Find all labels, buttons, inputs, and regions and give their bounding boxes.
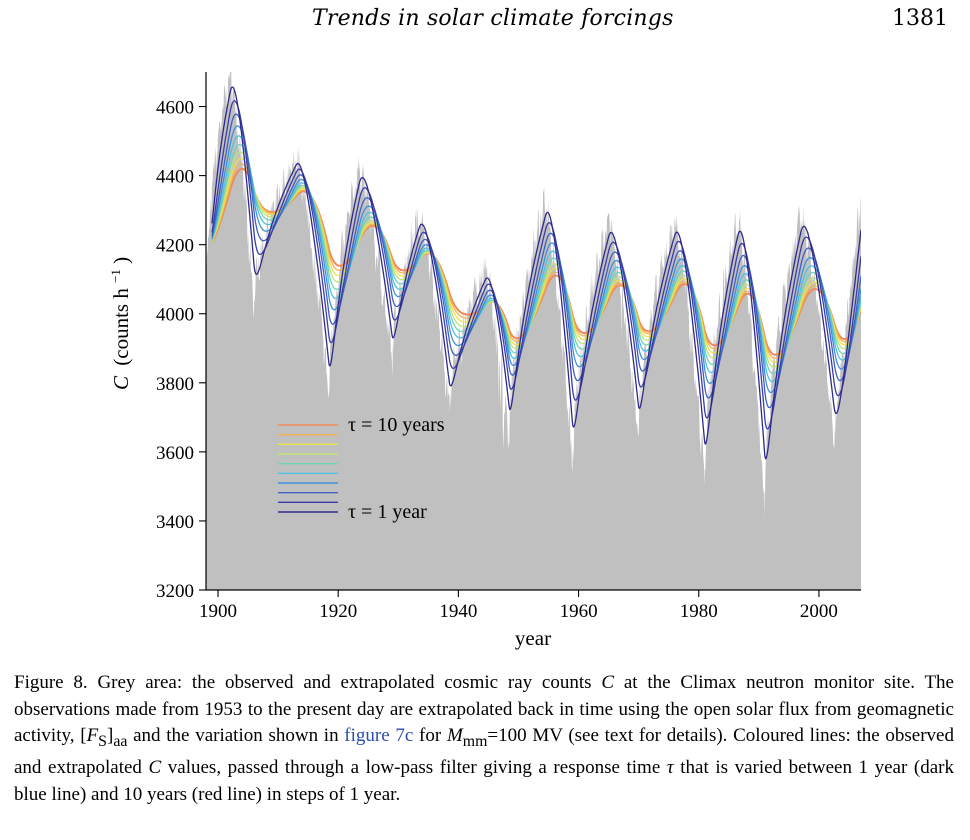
- y-tick-label: 4600: [156, 98, 194, 119]
- caption-sub-aa: aa: [113, 732, 128, 750]
- x-axis-label: year: [515, 626, 551, 650]
- caption-var-tau: τ: [666, 757, 674, 779]
- filtered-line-tau-1: [211, 86, 861, 460]
- y-tick-label: 3400: [156, 512, 194, 533]
- x-tick-label: 2000: [800, 601, 838, 622]
- caption-text-2: at the Climax neutron monitor site. The …: [14, 672, 954, 746]
- y-tick-label: 4400: [156, 167, 194, 188]
- caption-text-3: ]: [106, 725, 114, 746]
- filtered-line-tau-2: [211, 100, 861, 430]
- x-tick-label: 1900: [199, 601, 237, 622]
- y-label-close: ): [109, 257, 133, 264]
- x-tick-label: 1920: [319, 601, 357, 622]
- y-label-sup: −1: [108, 269, 123, 283]
- y-tick-label: 4200: [156, 236, 194, 257]
- caption-text-1: Figure 8. Grey area: the observed and ex…: [14, 672, 602, 693]
- caption-text-5: for: [413, 725, 447, 746]
- y-tick-label: 4000: [156, 305, 194, 326]
- observed-cosmic-ray-area: [206, 72, 861, 590]
- y-tick-label: 3200: [156, 581, 194, 602]
- running-title: Trends in solar climate forcings: [312, 6, 674, 31]
- figure-8-chart: 1900 1920 1940 1960 1980 2000 3200 3400 3600 3800…: [101, 72, 861, 650]
- filtered-line-tau-3: [211, 113, 861, 409]
- legend-label-top: τ = 10 years: [348, 414, 445, 436]
- running-head: Trends in solar climate forcings 1381: [0, 4, 970, 34]
- y-tick-label: 3800: [156, 374, 194, 395]
- caption-text-7: values, passed through a low-pass filter…: [161, 757, 667, 779]
- caption-text-4: and the variation shown in: [127, 725, 345, 746]
- x-tick-label: 1980: [680, 601, 718, 622]
- x-tick-label: 1940: [439, 601, 477, 622]
- caption-var-c: C: [601, 672, 615, 693]
- y-tick-label: 3600: [156, 443, 194, 464]
- legend-label-bottom: τ = 1 year: [348, 501, 427, 523]
- caption-var-c2: C: [148, 757, 162, 779]
- caption-sub-mm: mm: [462, 732, 488, 750]
- caption-text-6: =100 MV (see text for details). Coloured…: [14, 725, 954, 779]
- y-label-var: C: [109, 375, 133, 390]
- caption-var-fs: F: [86, 725, 99, 746]
- figure-7c-link[interactable]: figure 7c: [344, 725, 414, 746]
- caption-text-8: that is varied between 1 year (dark blue…: [14, 757, 954, 805]
- caption-sub-s: S: [98, 732, 107, 750]
- y-axis-label: C (counts h −1 ): [101, 257, 133, 390]
- page-number: 1381: [892, 6, 948, 31]
- caption-var-m: M: [446, 725, 463, 746]
- x-tick-label: 1960: [560, 601, 598, 622]
- legend: [278, 424, 338, 513]
- y-label-unit: (counts h: [109, 288, 133, 366]
- figure-caption: Figure 8. Grey area: the observed and ex…: [14, 670, 954, 808]
